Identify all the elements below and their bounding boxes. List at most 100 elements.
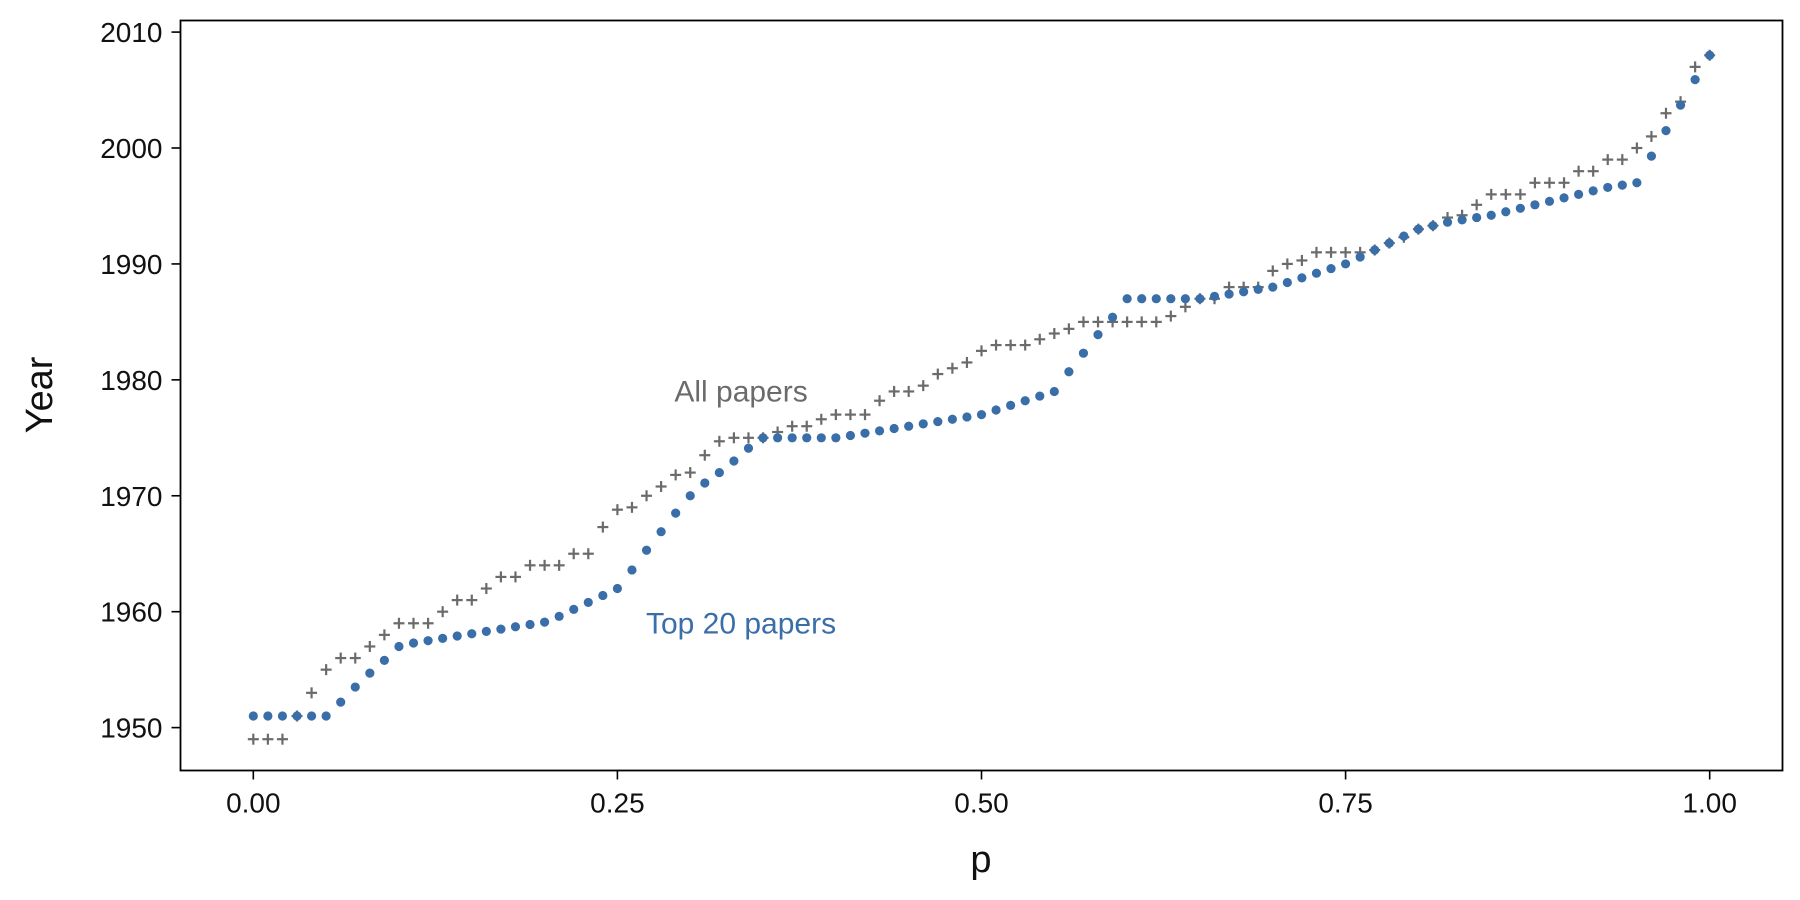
data-point-top20 [1399, 231, 1409, 241]
data-point-top20 [831, 433, 841, 443]
data-point-top20 [671, 508, 681, 518]
data-point-top20 [962, 412, 972, 422]
axis-ticks: 0.00 0.25 0.50 0.75 1.00 1950 1960 1970 1980 1990… [100, 17, 1737, 818]
data-point-top20 [394, 641, 404, 652]
data-point-all [815, 413, 827, 425]
data-point-top20 [292, 711, 302, 721]
data-point-all [276, 733, 288, 745]
data-point-all [480, 583, 492, 595]
data-point-all [1631, 142, 1643, 154]
data-point-all [611, 504, 623, 516]
y-tick-label: 1950 [100, 713, 162, 744]
data-point-top20 [1340, 259, 1351, 269]
data-point-all [1267, 265, 1279, 277]
data-point-top20 [510, 622, 521, 632]
data-point-top20 [1268, 282, 1278, 292]
data-point-top20 [1180, 294, 1190, 304]
x-tick-label: 0.75 [1318, 788, 1373, 819]
data-point-all [553, 559, 565, 571]
data-point-top20 [1297, 273, 1307, 283]
data-point-all [1077, 316, 1089, 328]
plot-frame [179, 19, 1784, 772]
data-point-all [1471, 199, 1483, 211]
data-point-all [306, 687, 318, 699]
data-point-all [466, 594, 478, 606]
data-point-all [786, 420, 798, 432]
data-point-top20 [306, 711, 317, 721]
data-point-all [1005, 339, 1017, 351]
data-point-top20 [1530, 200, 1540, 210]
data-point-top20 [554, 611, 564, 621]
data-point-top20 [1326, 263, 1336, 274]
data-point-all [539, 559, 551, 571]
data-point-top20 [1209, 291, 1220, 301]
data-point-all [1281, 258, 1293, 270]
data-point-top20 [1151, 294, 1161, 304]
data-point-all [699, 449, 711, 461]
data-point-all [1587, 165, 1599, 177]
data-point-top20 [423, 636, 433, 646]
data-point-top20 [991, 405, 1001, 415]
data-point-top20 [1384, 238, 1394, 248]
data-point-top20 [467, 629, 477, 639]
data-point-top20 [1122, 294, 1132, 304]
data-point-all [1573, 165, 1585, 177]
data-point-all [1485, 188, 1497, 200]
data-point-top20 [1413, 224, 1424, 234]
data-point-top20 [1311, 268, 1322, 278]
data-point-top20 [1603, 182, 1613, 193]
data-point-all [655, 480, 667, 492]
data-point-all [1645, 130, 1657, 142]
data-point-all [1340, 246, 1352, 258]
data-point-all [1660, 107, 1672, 119]
data-point-all [349, 652, 361, 664]
data-point-top20 [1049, 386, 1059, 397]
data-point-all [801, 420, 813, 432]
data-point-top20 [452, 631, 462, 641]
y-tick-label: 1960 [100, 597, 162, 628]
data-point-all [1019, 339, 1031, 351]
data-point-all [1296, 254, 1308, 266]
data-point-top20 [321, 711, 331, 721]
data-point-all [728, 432, 740, 444]
data-point-top20 [1574, 189, 1584, 199]
data-point-top20 [1020, 396, 1030, 406]
data-point-all [335, 652, 347, 664]
data-point-top20 [336, 697, 346, 707]
data-point-all [568, 548, 580, 560]
data-point-top20 [904, 421, 914, 431]
data-point-all [524, 559, 536, 571]
data-point-top20 [539, 617, 550, 627]
data-point-all [670, 469, 682, 481]
data-point-all [1063, 323, 1075, 335]
data-point-top20 [1690, 75, 1700, 85]
data-point-top20 [1064, 367, 1074, 377]
data-point-top20 [874, 426, 885, 436]
data-point-top20 [481, 626, 491, 636]
data-point-all [917, 380, 929, 392]
data-point-top20 [496, 624, 506, 634]
data-point-top20 [248, 711, 258, 721]
y-tick-label: 1990 [100, 249, 162, 280]
data-point-top20 [714, 467, 724, 478]
data-point-top20 [773, 433, 783, 443]
data-point-top20 [1239, 287, 1249, 297]
x-tick-label: 0.50 [954, 788, 1009, 819]
data-point-all [713, 435, 725, 447]
data-point-top20 [583, 597, 593, 608]
data-point-top20 [918, 419, 928, 429]
data-point-all [1689, 61, 1701, 73]
annotations: All papers Top 20 papers [646, 375, 836, 640]
data-point-all [742, 432, 754, 444]
data-point-all [495, 571, 507, 583]
data-point-all [1034, 333, 1046, 345]
data-point-top20 [1472, 212, 1482, 223]
data-point-all [1310, 246, 1322, 258]
data-point-all [597, 521, 609, 533]
data-point-all [451, 594, 463, 606]
data-point-all [932, 368, 944, 380]
data-point-all [1543, 177, 1555, 189]
data-point-top20 [1078, 348, 1089, 358]
data-point-all [990, 339, 1002, 351]
data-point-all [378, 629, 390, 641]
